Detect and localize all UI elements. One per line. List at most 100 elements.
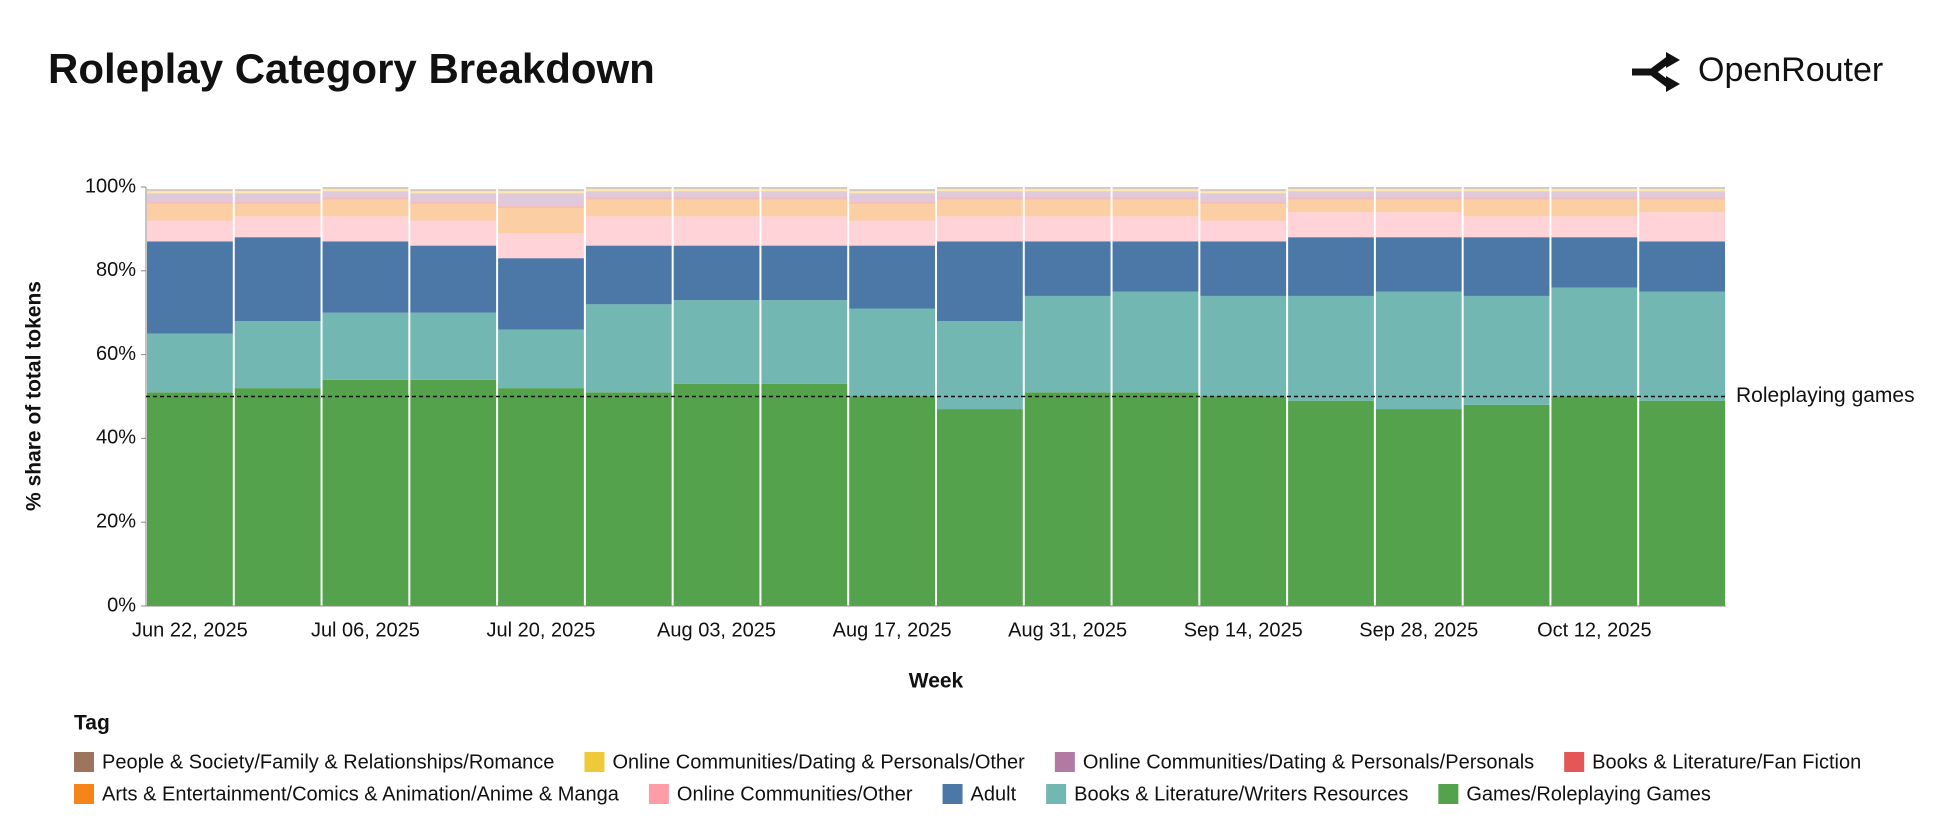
bar-segment [761,191,848,198]
bar-segment [1200,396,1287,606]
bar-segment [1288,400,1374,606]
bar-segment [1375,191,1462,198]
bar-segment [1024,295,1111,393]
bar-segment [937,187,1023,190]
legend-swatch [1046,784,1067,804]
reference-label: Roleplaying games [1736,384,1915,407]
bar-segment [234,189,321,192]
legend-item: Books & Literature/Writers Resources [1046,783,1408,805]
bar-segment [147,241,233,334]
bar-segment [761,245,848,301]
bar-segment [937,321,1023,410]
bar-segment [498,205,584,208]
bar-segment [673,216,760,246]
y-axis-label: % share of total tokens [23,281,46,511]
bar-segment [585,216,672,246]
y-tick-label: 100% [85,175,136,197]
legend-swatch [584,752,605,772]
bar-segment [937,199,1023,217]
legend-label: Books & Literature/Writers Resources [1074,783,1408,805]
legend-swatch [1054,752,1075,772]
bar-segment [410,379,497,606]
bar-segment [761,187,848,190]
bar-segment [1639,291,1725,401]
legend-swatch [74,784,94,804]
bar-segment [498,329,584,389]
legend-swatch [1564,752,1585,772]
bar-segment [498,207,584,234]
bar-segment [1112,216,1199,242]
bar-segment [322,216,409,242]
bar-segment [1639,199,1725,213]
bar-segment [1024,191,1111,198]
legend-item: Games/Roleplaying Games [1438,783,1711,805]
bar-segment [849,396,935,606]
bar-segment [1375,291,1462,410]
legend-label: Online Communities/Dating & Personals/Pe… [1083,751,1534,773]
bar-segment [761,383,848,606]
bar-segment [1024,199,1111,217]
bar-segment [849,193,935,202]
bar-segment [1639,212,1725,242]
bar-segment [849,189,935,192]
bar-segment [1288,189,1374,192]
x-tick-label: Jul 06, 2025 [311,619,420,641]
bar-segment [1024,392,1111,606]
bar-segment [147,201,233,204]
bar-segment [1551,216,1638,238]
bar-segment [498,388,584,606]
bar-segment [234,191,321,194]
bar-segment [1375,187,1462,190]
bar-segment [498,233,584,259]
x-tick-label: Sep 14, 2025 [1184,619,1303,641]
bar-segment [1024,241,1111,296]
bar-segment [1463,295,1550,405]
page-title: Roleplay Category Breakdown [48,45,655,92]
bar-segment [585,392,672,606]
bar-segment [322,191,409,198]
bar-segment [937,241,1023,322]
bar-segment [937,189,1023,192]
bar-segment [498,193,584,206]
bar-segment [1024,189,1111,192]
bar-segment [673,191,760,198]
bar-segment [1112,199,1199,217]
bar-segment [234,237,321,322]
legend-label: Adult [971,783,1017,805]
legend-swatch [648,784,669,804]
bar-segment [1551,197,1638,200]
bar-segment [1200,201,1287,204]
bar-segment [1551,396,1638,606]
bar-segment [585,199,672,217]
bar-segment [1551,191,1638,198]
bar-segment [1024,197,1111,200]
bar-segment [498,189,584,192]
bar-segment [410,193,497,202]
bar-segment [1288,197,1374,200]
legend-label: Books & Literature/Fan Fiction [1592,751,1861,773]
legend-label: Online Communities/Dating & Personals/Ot… [612,751,1025,773]
bar-segment [937,216,1023,242]
bar-segment [761,300,848,384]
bar-segment [1200,189,1287,192]
bar-segment [585,191,672,198]
brand-logo [1632,52,1680,92]
bar-segment [1200,241,1287,296]
bar-segment [585,245,672,305]
bar-segment [234,216,321,238]
bar-segment [410,189,497,192]
bar-segment [849,245,935,309]
bar-segment [1463,191,1550,198]
bar-segment [761,199,848,217]
bar-segment [410,312,497,380]
bar-segment [410,245,497,313]
bar-segment [410,203,497,221]
legend-swatch [1438,784,1459,804]
bar-segment [1288,212,1374,238]
bar-segment [673,197,760,200]
legend-label: Games/Roleplaying Games [1466,783,1711,805]
bar-segment [234,203,321,217]
bar-segment [1551,187,1638,190]
bar-segment [1112,191,1199,198]
bar-segment [937,409,1023,606]
